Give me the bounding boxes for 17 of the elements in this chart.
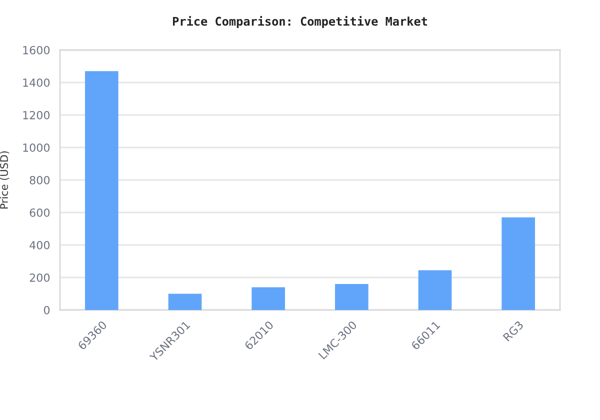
y-tick-label: 600 <box>30 208 50 217</box>
bar <box>85 71 118 310</box>
y-tick-label: 400 <box>30 240 50 250</box>
bar <box>168 294 202 310</box>
y-tick-label: 200 <box>30 273 50 282</box>
bar <box>252 287 285 310</box>
y-tick-label: 1400 <box>23 78 50 87</box>
y-tick-label: 0 <box>44 306 50 314</box>
y-tick-label: 1600 <box>23 46 50 54</box>
y-tick-label: 1200 <box>23 110 50 120</box>
chart-title: Price Comparison: Competitive Market <box>173 16 428 28</box>
y-tick-label: 1000 <box>23 143 50 152</box>
bar <box>335 284 368 310</box>
y-tick-label: 800 <box>30 176 50 184</box>
bar <box>418 270 452 310</box>
y-axis-title: Price (USD) <box>0 151 10 209</box>
bar <box>502 217 535 310</box>
